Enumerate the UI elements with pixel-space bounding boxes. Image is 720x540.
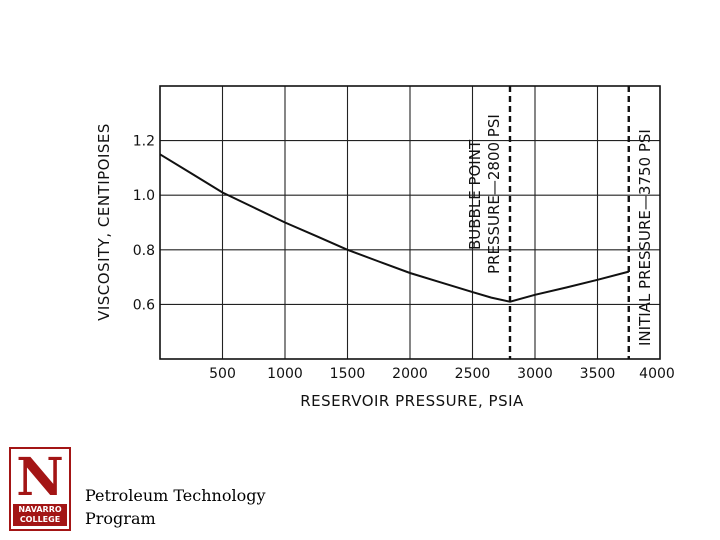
x-tick-label: 2500 xyxy=(455,366,491,382)
x-tick-label: 4000 xyxy=(639,366,675,382)
y-tick-label: 0.6 xyxy=(133,297,155,313)
x-tick-label: 3000 xyxy=(517,366,553,382)
x-axis-title: RESERVOIR PRESSURE, PSIA xyxy=(300,392,524,410)
x-tick-label: 1500 xyxy=(330,366,366,382)
y-axis-title: VISCOSITY, CENTIPOISES xyxy=(95,123,113,321)
plot-frame xyxy=(159,85,661,360)
x-tick-label: 1000 xyxy=(267,366,303,382)
logo-band: NAVARRO COLLEGE xyxy=(13,504,67,526)
annotation-label: PRESSURE—2800 PSI xyxy=(485,114,503,274)
x-tick-labels: 500 1000 1500 2000 2500 3000 3500 4000 xyxy=(209,366,675,382)
y-tick-labels: 0.6 0.8 1.0 1.2 xyxy=(133,134,155,314)
footer-line1: Petroleum Technology xyxy=(85,486,266,505)
navarro-college-logo: N NAVARRO COLLEGE xyxy=(9,447,71,531)
logo-letter: N xyxy=(16,447,64,508)
x-tick-label: 3500 xyxy=(580,366,616,382)
y-tick-label: 1.0 xyxy=(133,188,155,204)
annotation-label: INITIAL PRESSURE—3750 PSI xyxy=(636,129,654,346)
logo-line1: NAVARRO xyxy=(18,505,62,514)
viscosity-curve xyxy=(159,153,630,303)
viscosity-series xyxy=(159,153,630,303)
x-tick-label: 2000 xyxy=(392,366,428,382)
logo-line2: COLLEGE xyxy=(19,515,61,524)
footer-line2: Program xyxy=(85,509,156,528)
annotation-label: BUBBLE POINT xyxy=(466,139,484,250)
chart-grid xyxy=(160,86,660,359)
pressure-annotations: BUBBLE POINT PRESSURE—2800 PSI INITIAL PRE… xyxy=(466,86,654,359)
x-tick-label: 500 xyxy=(209,366,236,382)
y-tick-label: 0.8 xyxy=(133,243,155,259)
y-tick-label: 1.2 xyxy=(133,134,155,150)
